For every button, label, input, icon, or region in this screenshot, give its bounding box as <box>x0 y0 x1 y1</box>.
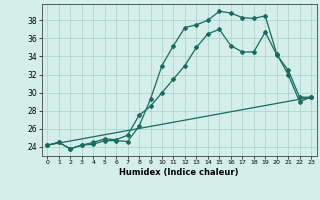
X-axis label: Humidex (Indice chaleur): Humidex (Indice chaleur) <box>119 168 239 177</box>
